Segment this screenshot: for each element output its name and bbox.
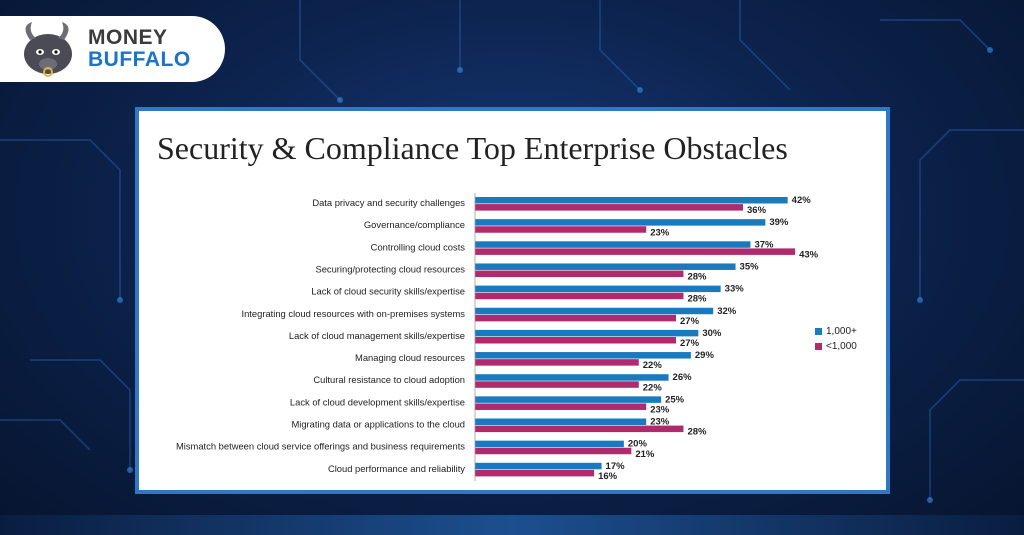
bar-under-1000 <box>475 337 676 344</box>
data-label: 43% <box>799 249 819 260</box>
buffalo-icon <box>24 22 72 77</box>
bar-under-1000 <box>475 403 647 410</box>
legend-swatch-under-1000 <box>815 343 822 350</box>
chart-panel: Security & Compliance Top Enterprise Obs… <box>135 107 890 494</box>
category-label: Cloud performance and reliability <box>328 463 465 474</box>
category-label: Integrating cloud resources with on-prem… <box>241 308 465 319</box>
bar-1000-plus <box>475 396 662 403</box>
category-label: Lack of cloud development skills/experti… <box>290 396 465 407</box>
brand-name-line1: MONEY <box>88 26 168 49</box>
bar-under-1000 <box>475 226 647 233</box>
legend-label-under-1000: <1,000 <box>826 341 857 352</box>
bar-1000-plus <box>475 307 714 315</box>
data-label: 16% <box>598 471 618 482</box>
bar-under-1000 <box>475 314 676 322</box>
data-label: 29% <box>695 350 715 361</box>
bar-1000-plus <box>475 219 766 226</box>
category-label: Managing cloud resources <box>355 352 465 363</box>
category-label: Mismatch between cloud service offerings… <box>176 441 465 452</box>
data-label: 23% <box>650 227 670 238</box>
data-label: 21% <box>635 449 655 460</box>
bar-1000-plus <box>475 285 721 293</box>
bar-1000-plus <box>475 418 647 425</box>
category-label: Controlling cloud costs <box>371 241 466 252</box>
bar-1000-plus <box>475 462 602 470</box>
brand-name-line2: BUFFALO <box>88 48 191 71</box>
legend-label-1000-plus: 1,000+ <box>826 326 857 337</box>
bar-1000-plus <box>475 263 736 270</box>
bar-under-1000 <box>475 248 796 255</box>
bar-1000-plus <box>475 352 691 359</box>
legend-item-under-1000: <1,000 <box>815 339 879 354</box>
data-label: 42% <box>792 195 812 206</box>
data-label: 27% <box>680 316 700 327</box>
data-label: 25% <box>665 394 685 405</box>
category-label: Data privacy and security challenges <box>312 197 465 208</box>
category-label: Governance/compliance <box>364 219 465 230</box>
bar-under-1000 <box>475 447 632 455</box>
bar-1000-plus <box>475 197 788 204</box>
data-label: 30% <box>702 328 722 339</box>
data-label: 22% <box>643 382 663 393</box>
bar-under-1000 <box>475 270 684 278</box>
bar-under-1000 <box>475 425 684 433</box>
bar-chart: Data privacy and security challenges 42%3… <box>176 193 819 482</box>
data-label: 28% <box>687 427 707 438</box>
bar-under-1000 <box>475 292 684 300</box>
data-label: 17% <box>606 461 626 472</box>
category-label: Migrating data or applications to the cl… <box>291 419 465 430</box>
data-label: 33% <box>725 284 745 295</box>
category-label: Lack of cloud security skills/expertise <box>311 286 465 297</box>
chart-legend: 1,000+ <1,000 <box>815 324 879 354</box>
data-label: 32% <box>717 306 737 317</box>
data-label: 28% <box>687 272 707 283</box>
data-label: 23% <box>650 417 670 428</box>
bar-under-1000 <box>475 381 639 388</box>
bar-1000-plus <box>475 241 751 248</box>
brand-logo: MONEY BUFFALO <box>0 16 225 82</box>
bar-1000-plus <box>475 329 699 337</box>
data-label: 35% <box>740 261 760 272</box>
legend-swatch-1000-plus <box>815 328 822 335</box>
bar-1000-plus <box>475 374 669 381</box>
data-label: 27% <box>680 338 700 349</box>
bar-1000-plus <box>475 440 624 448</box>
data-label: 26% <box>673 372 693 383</box>
data-label: 23% <box>650 404 670 415</box>
data-label: 22% <box>643 360 663 371</box>
data-label: 39% <box>769 217 789 228</box>
data-label: 20% <box>628 439 648 450</box>
data-label: 37% <box>754 239 774 250</box>
legend-item-1000-plus: 1,000+ <box>815 324 879 339</box>
bar-under-1000 <box>475 469 595 477</box>
bar-under-1000 <box>475 204 743 211</box>
category-label: Cultural resistance to cloud adoption <box>313 374 465 385</box>
category-label: Lack of cloud management skills/expertis… <box>289 330 465 341</box>
bar-under-1000 <box>475 359 639 366</box>
chart-title: Security & Compliance Top Enterprise Obs… <box>157 130 788 166</box>
data-label: 28% <box>687 294 707 305</box>
data-label: 36% <box>747 205 767 216</box>
category-label: Securing/protecting cloud resources <box>315 263 465 274</box>
bottom-strip <box>0 515 1024 535</box>
